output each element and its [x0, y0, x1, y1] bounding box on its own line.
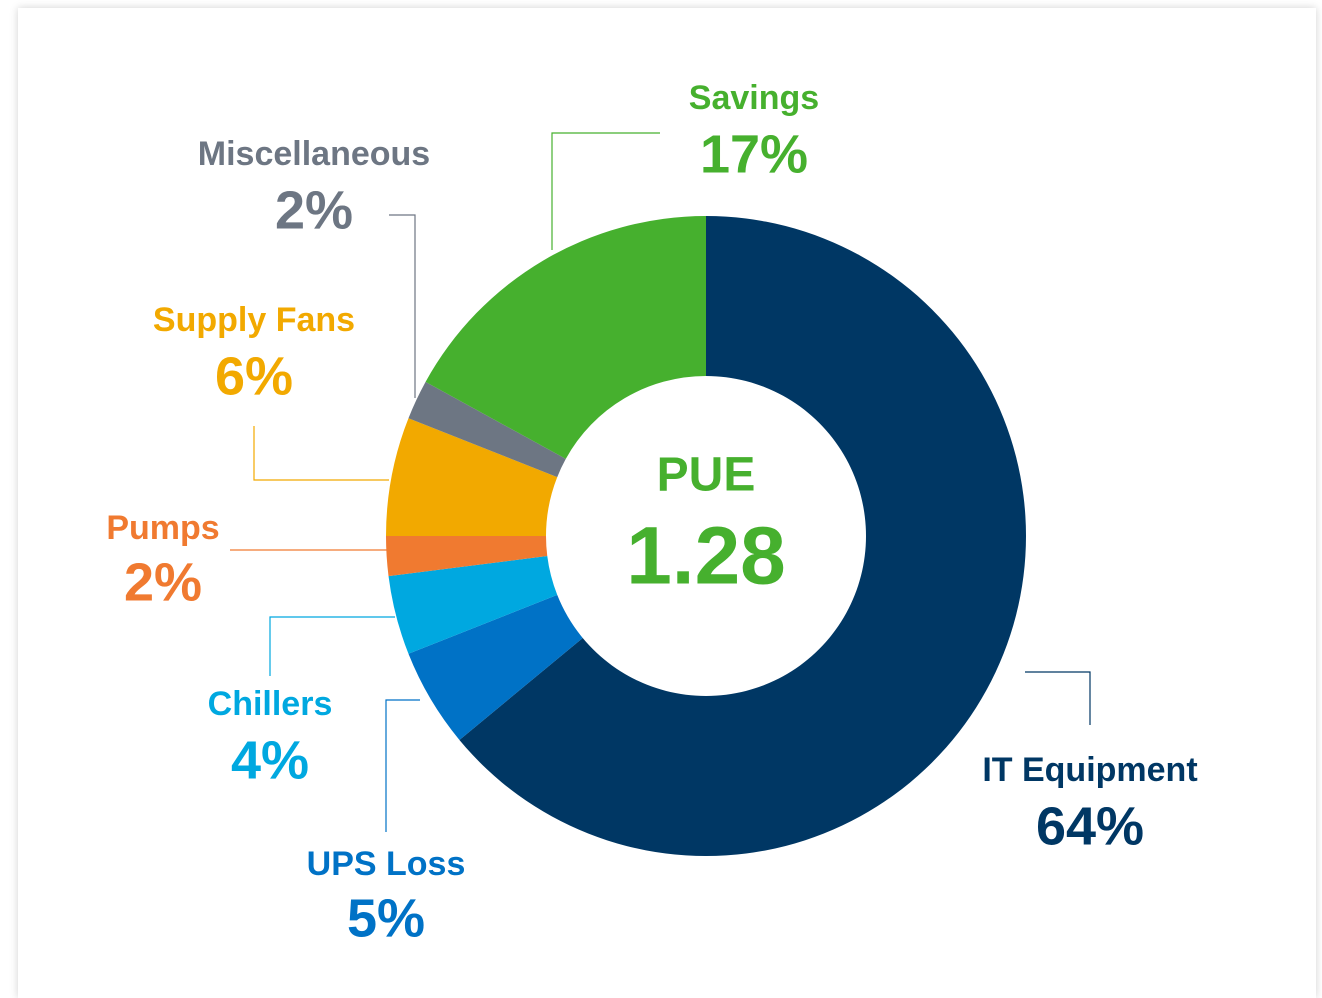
- donut-segment: [459, 216, 1027, 856]
- leader-line: [389, 214, 416, 398]
- segment-name: IT Equipment: [982, 751, 1197, 789]
- segment-value: 4%: [231, 730, 309, 790]
- donut-segment: [408, 381, 566, 478]
- segment-name: UPS Loss: [307, 845, 466, 883]
- segment-value: 2%: [124, 552, 202, 612]
- leader-line: [385, 699, 420, 832]
- leader-line: [253, 426, 389, 481]
- center-value: 1.28: [626, 511, 786, 602]
- segment-name: Miscellaneous: [198, 135, 430, 173]
- segment-name: Supply Fans: [153, 301, 355, 339]
- leader-line: [551, 132, 660, 250]
- segment-value: 64%: [1036, 796, 1144, 856]
- center-title: PUE: [657, 449, 756, 502]
- donut-segment: [408, 594, 583, 740]
- donut-segment: [386, 536, 548, 577]
- segment-value: 5%: [347, 888, 425, 948]
- segment-value: 2%: [275, 180, 353, 240]
- donut-segment: [425, 215, 706, 459]
- segment-name: Chillers: [208, 685, 333, 723]
- segment-value: 17%: [700, 124, 808, 184]
- segment-name: Pumps: [106, 509, 219, 547]
- donut-segment: [388, 556, 558, 654]
- leader-line: [269, 616, 395, 676]
- segment-name: Savings: [689, 79, 819, 117]
- donut-segment: [386, 418, 558, 536]
- segment-value: 6%: [215, 346, 293, 406]
- leader-line: [1025, 671, 1091, 725]
